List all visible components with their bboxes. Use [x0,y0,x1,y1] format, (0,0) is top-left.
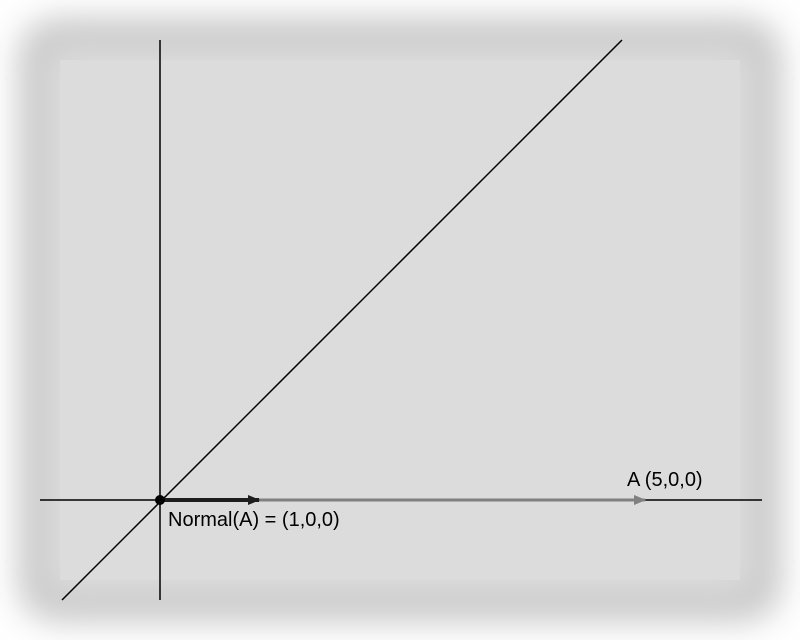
origin-point[interactable] [155,495,165,505]
vector-a-label: A (5,0,0) [627,469,703,491]
normal-vector-label: Normal(A) = (1,0,0) [168,509,340,531]
diagonal-axis [61,39,623,601]
